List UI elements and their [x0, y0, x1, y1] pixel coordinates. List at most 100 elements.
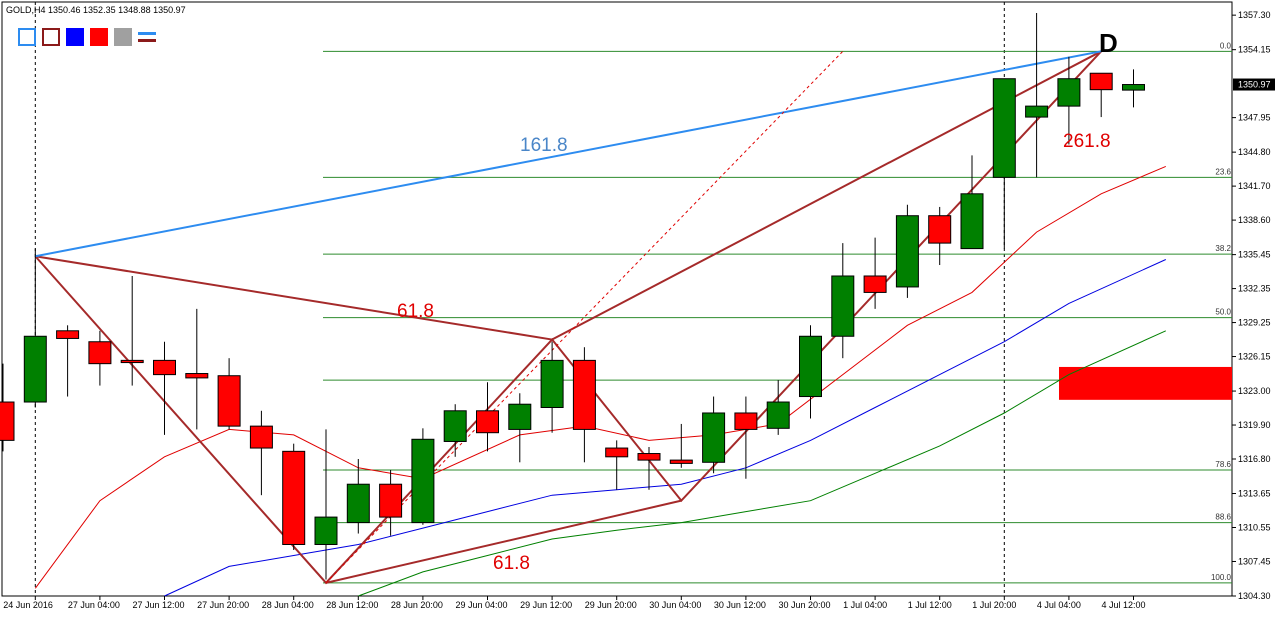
- fib-level-label: 78.6: [1215, 460, 1231, 469]
- candle-body-down: [572, 359, 596, 430]
- candle: [282, 443, 306, 550]
- candle: [669, 423, 693, 468]
- candle-body-up: [960, 193, 984, 250]
- moving-average-line-0: [34, 165, 1166, 589]
- price-tick-label: 1326.15: [1238, 352, 1271, 362]
- candle: [23, 248, 47, 408]
- candle: [992, 78, 1016, 249]
- candle: [314, 429, 338, 580]
- price-tick-label: 1329.25: [1238, 318, 1271, 328]
- candle-body-down: [153, 359, 176, 376]
- time-tick-label: 27 Jun 20:00: [197, 600, 249, 610]
- candle: [120, 275, 144, 386]
- candle-body-up: [799, 335, 822, 398]
- candle: [831, 243, 855, 359]
- candle-body-up: [1057, 78, 1081, 107]
- point-d-label: D: [1099, 28, 1118, 58]
- candle-body-up: [411, 438, 435, 524]
- candle-body-up: [831, 275, 855, 337]
- candle: [1122, 69, 1145, 108]
- candle: [895, 204, 919, 298]
- candle: [702, 396, 726, 474]
- candle-body-down: [863, 275, 887, 293]
- price-tick-label: 1332.35: [1238, 284, 1271, 294]
- price-tick-label: 1304.30: [1238, 591, 1271, 601]
- candle: [443, 404, 467, 457]
- rectangle-outline-red-icon[interactable]: [42, 28, 60, 46]
- time-tick-label: 30 Jun 04:00: [649, 600, 701, 610]
- chart-title: GOLD,H4 1350.46 1352.35 1348.88 1350.97: [6, 5, 186, 15]
- price-tick-label: 1310.55: [1238, 523, 1271, 533]
- candle: [605, 440, 629, 490]
- pattern-xd-line: [35, 50, 1102, 258]
- fill-red-icon[interactable]: [90, 28, 108, 46]
- line-style-icon[interactable]: [138, 28, 156, 46]
- fib-level-label: 0.0: [1220, 41, 1232, 50]
- fib-level-label: 23.6: [1215, 167, 1231, 176]
- time-tick-label: 28 Jun 04:00: [262, 600, 314, 610]
- price-tick-label: 1307.45: [1238, 556, 1271, 566]
- price-axis: 1357.30 1354.15 1347.95 1344.80 1341.70 1338.…: [1232, 10, 1275, 601]
- fill-gray-icon[interactable]: [114, 28, 132, 46]
- candle-body-down: [928, 215, 952, 244]
- candle-body-up: [1122, 84, 1145, 91]
- candle: [249, 410, 273, 496]
- candle-body-down: [476, 410, 499, 434]
- ratio-annotation: 61.8: [397, 301, 434, 322]
- candle-body-down: [637, 453, 661, 461]
- price-tick-label: 1323.00: [1238, 386, 1271, 396]
- price-tick-label: 1338.60: [1238, 215, 1271, 225]
- time-tick-label: 1 Jul 04:00: [843, 600, 887, 610]
- fill-blue-icon[interactable]: [66, 28, 84, 46]
- time-tick-label: 1 Jul 20:00: [972, 600, 1016, 610]
- candle-body-down: [282, 450, 306, 545]
- candle: [1057, 56, 1081, 145]
- candle-body-up: [1025, 105, 1049, 118]
- candle-body-down: [249, 425, 273, 449]
- time-tick-label: 29 Jun 12:00: [520, 600, 572, 610]
- candle-body-up: [443, 410, 467, 442]
- time-tick-label: 29 Jun 20:00: [585, 600, 637, 610]
- candle: [928, 206, 952, 266]
- candle: [508, 393, 532, 463]
- candle-body-up: [766, 401, 790, 429]
- price-tick-label: 1341.70: [1238, 181, 1271, 191]
- candle-body-down: [379, 483, 403, 518]
- red-zone: [1059, 366, 1232, 400]
- candle: [766, 380, 790, 435]
- candle-body-up: [702, 412, 726, 463]
- candles: [0, 12, 1145, 580]
- fibonacci-levels: 0.0 23.6 38.2 50.0 61.8 78.6 88.6 100.0: [323, 41, 1232, 584]
- fib-level-label: 88.6: [1215, 513, 1231, 522]
- price-tick-label: 1319.90: [1238, 420, 1271, 430]
- candle: [379, 469, 403, 536]
- candle-body-up: [992, 78, 1016, 178]
- candle-body-up: [314, 516, 338, 545]
- price-tick-label: 1316.80: [1238, 454, 1271, 464]
- candle: [185, 308, 209, 430]
- current-price-label: 1350.97: [1238, 80, 1271, 90]
- candle-body-down: [56, 330, 80, 339]
- candle: [88, 330, 112, 386]
- candle-body-up: [540, 359, 564, 408]
- rectangle-outline-blue-icon[interactable]: [18, 28, 36, 46]
- price-tick-label: 1357.30: [1238, 10, 1271, 20]
- red-target-zone: [1059, 366, 1232, 400]
- candle-body-down: [1089, 72, 1113, 91]
- candle-body-down: [669, 459, 693, 464]
- candle-body-down: [605, 447, 629, 458]
- candle: [540, 341, 564, 433]
- candle: [217, 358, 241, 430]
- drawing-toolbar: [18, 28, 156, 46]
- candle-body-down: [734, 412, 758, 430]
- candle-body-down: [0, 401, 15, 441]
- current-price-box: [1233, 78, 1275, 91]
- candle: [0, 363, 15, 452]
- time-tick-label: 27 Jun 12:00: [133, 600, 185, 610]
- candle: [734, 396, 758, 479]
- ratio-annotation: 61.8: [493, 553, 530, 574]
- annotations: 161.8 61.8 61.8 261.8 D: [397, 28, 1118, 574]
- price-tick-label: 1335.45: [1238, 250, 1271, 260]
